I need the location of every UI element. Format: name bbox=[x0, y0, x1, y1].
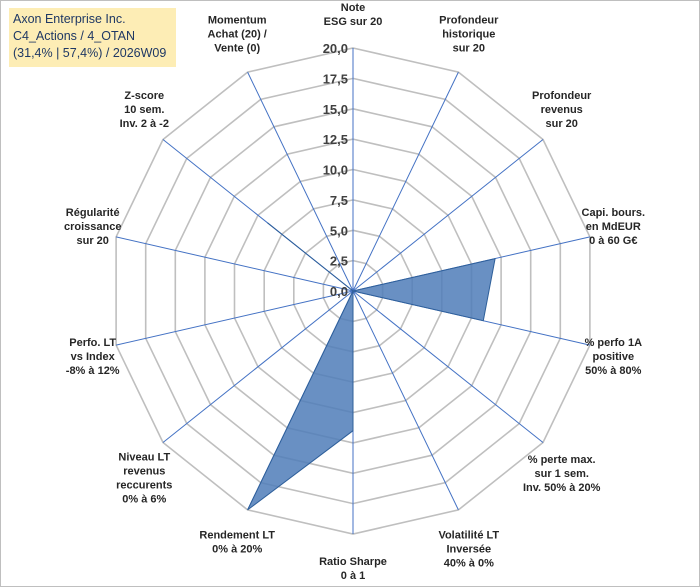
axis-label-line: revenus bbox=[123, 465, 165, 477]
axis-label-line: Régularité bbox=[66, 207, 120, 219]
axis-label-7: Ratio Sharpe 0 à 1 bbox=[319, 556, 387, 582]
axis-label-line: 0 à 60 G€ bbox=[589, 235, 637, 247]
axis-label-line: ESG sur 20 bbox=[324, 16, 383, 28]
axis-label-line: sur 20 bbox=[453, 42, 485, 54]
spoke-13 bbox=[247, 71, 354, 292]
axis-label-line: 0 à 1 bbox=[341, 570, 365, 582]
axis-label-8: Rendement LT 0% à 20% bbox=[199, 530, 275, 556]
axis-label-line: Capi. bours. bbox=[582, 207, 646, 219]
tick-label-7: 17,5 bbox=[323, 71, 348, 86]
axis-label-1: Profondeur historique sur 20 bbox=[439, 14, 499, 54]
axis-label-line: Note bbox=[341, 2, 365, 14]
tick-label-1: 2,5 bbox=[330, 254, 348, 269]
axis-label-layer: Note ESG sur 20 Profondeur historique sur 20… bbox=[64, 2, 645, 582]
axis-label-line: Inv. 2 à -2 bbox=[120, 118, 169, 130]
axis-label-line: Rendement LT bbox=[199, 530, 275, 542]
axis-label-10: Perfo. LT vs Index -8% à 12% bbox=[66, 337, 120, 377]
axis-label-line: Volatilité LT bbox=[438, 530, 499, 542]
spoke-2 bbox=[352, 139, 544, 292]
axis-label-line: 40% à 0% bbox=[444, 558, 494, 570]
axis-label-line: Inv. 50% à 20% bbox=[523, 482, 601, 494]
spoke-11 bbox=[115, 236, 354, 292]
axis-label-line: % perfo 1A bbox=[585, 337, 643, 349]
axis-label-11: Régularité croissance sur 20 bbox=[64, 207, 121, 247]
spoke-10 bbox=[115, 290, 354, 346]
spoke-5 bbox=[352, 290, 544, 443]
axis-label-6: Volatilité LT Inversée 40% à 0% bbox=[438, 530, 499, 570]
axis-label-line: sur 1 sem. bbox=[534, 468, 588, 480]
spoke-9 bbox=[162, 290, 354, 443]
axis-label-line: vs Index bbox=[71, 351, 116, 363]
axis-label-line: Inversée bbox=[446, 544, 491, 556]
axis-label-line: -8% à 12% bbox=[66, 365, 120, 377]
axis-label-line: historique bbox=[442, 28, 495, 40]
axis-label-line: positive bbox=[593, 351, 635, 363]
axis-label-line: Profondeur bbox=[439, 14, 499, 26]
axis-label-5: % perte max. sur 1 sem. Inv. 50% à 20% bbox=[523, 454, 601, 494]
axis-label-line: 50% à 80% bbox=[585, 365, 641, 377]
axis-label-0: Note ESG sur 20 bbox=[324, 2, 383, 28]
tick-label-3: 7,5 bbox=[330, 193, 348, 208]
header-period: (31,4% | 57,4%) / 2026W09 bbox=[13, 46, 167, 60]
tick-label-6: 15,0 bbox=[323, 102, 348, 117]
axis-label-line: sur 20 bbox=[76, 235, 108, 247]
axis-label-line: Momentum bbox=[208, 14, 267, 26]
axis-label-2: Profondeur revenus sur 20 bbox=[532, 90, 592, 130]
axis-label-4: % perfo 1A positive 50% à 80% bbox=[585, 337, 643, 377]
axis-label-line: Perfo. LT bbox=[69, 337, 116, 349]
axis-label-line: en MdEUR bbox=[586, 221, 641, 233]
header-company: Axon Enterprise Inc. bbox=[13, 12, 126, 26]
axis-label-line: reccurents bbox=[116, 479, 172, 491]
series-area-0 bbox=[247, 222, 496, 511]
axis-label-line: Vente (0) bbox=[214, 42, 260, 54]
axis-label-line: Profondeur bbox=[532, 90, 592, 102]
header-portfolio: C4_Actions / 4_OTAN bbox=[13, 29, 136, 43]
chart-header-box: Axon Enterprise Inc. C4_Actions / 4_OTAN… bbox=[9, 8, 176, 67]
axis-label-line: revenus bbox=[541, 104, 583, 116]
tick-label-4: 10,0 bbox=[323, 163, 348, 178]
axis-label-line: 0% à 20% bbox=[212, 544, 262, 556]
axis-label-line: 0% à 6% bbox=[122, 493, 166, 505]
axis-label-13: Momentum Achat (20) / Vente (0) bbox=[208, 14, 267, 54]
axis-label-line: 10 sem. bbox=[124, 104, 164, 116]
tick-label-2: 5,0 bbox=[330, 223, 348, 238]
tick-label-5: 12,5 bbox=[323, 132, 348, 147]
axis-label-line: croissance bbox=[64, 221, 121, 233]
tick-label-8: 20,0 bbox=[323, 41, 348, 56]
series-layer bbox=[247, 222, 496, 511]
axis-label-3: Capi. bours. en MdEUR 0 à 60 G€ bbox=[582, 207, 646, 247]
axis-label-line: Niveau LT bbox=[118, 451, 170, 463]
axis-label-line: sur 20 bbox=[545, 118, 577, 130]
spoke-1 bbox=[352, 71, 459, 292]
axis-label-9: Niveau LT revenus reccurents 0% à 6% bbox=[116, 451, 172, 505]
spoke-6 bbox=[352, 290, 459, 511]
axis-label-line: Z-score bbox=[124, 90, 164, 102]
axis-label-line: Achat (20) / bbox=[208, 28, 267, 40]
tick-label-layer: 0,0 2,5 5,0 7,5 10,0 12,5 15,0 17,5 20,0 bbox=[323, 41, 348, 299]
axis-label-line: Ratio Sharpe bbox=[319, 556, 387, 568]
axis-label-12: Z-score 10 sem. Inv. 2 à -2 bbox=[120, 90, 169, 130]
tick-label-0: 0,0 bbox=[330, 284, 348, 299]
axis-label-line: % perte max. bbox=[528, 454, 596, 466]
